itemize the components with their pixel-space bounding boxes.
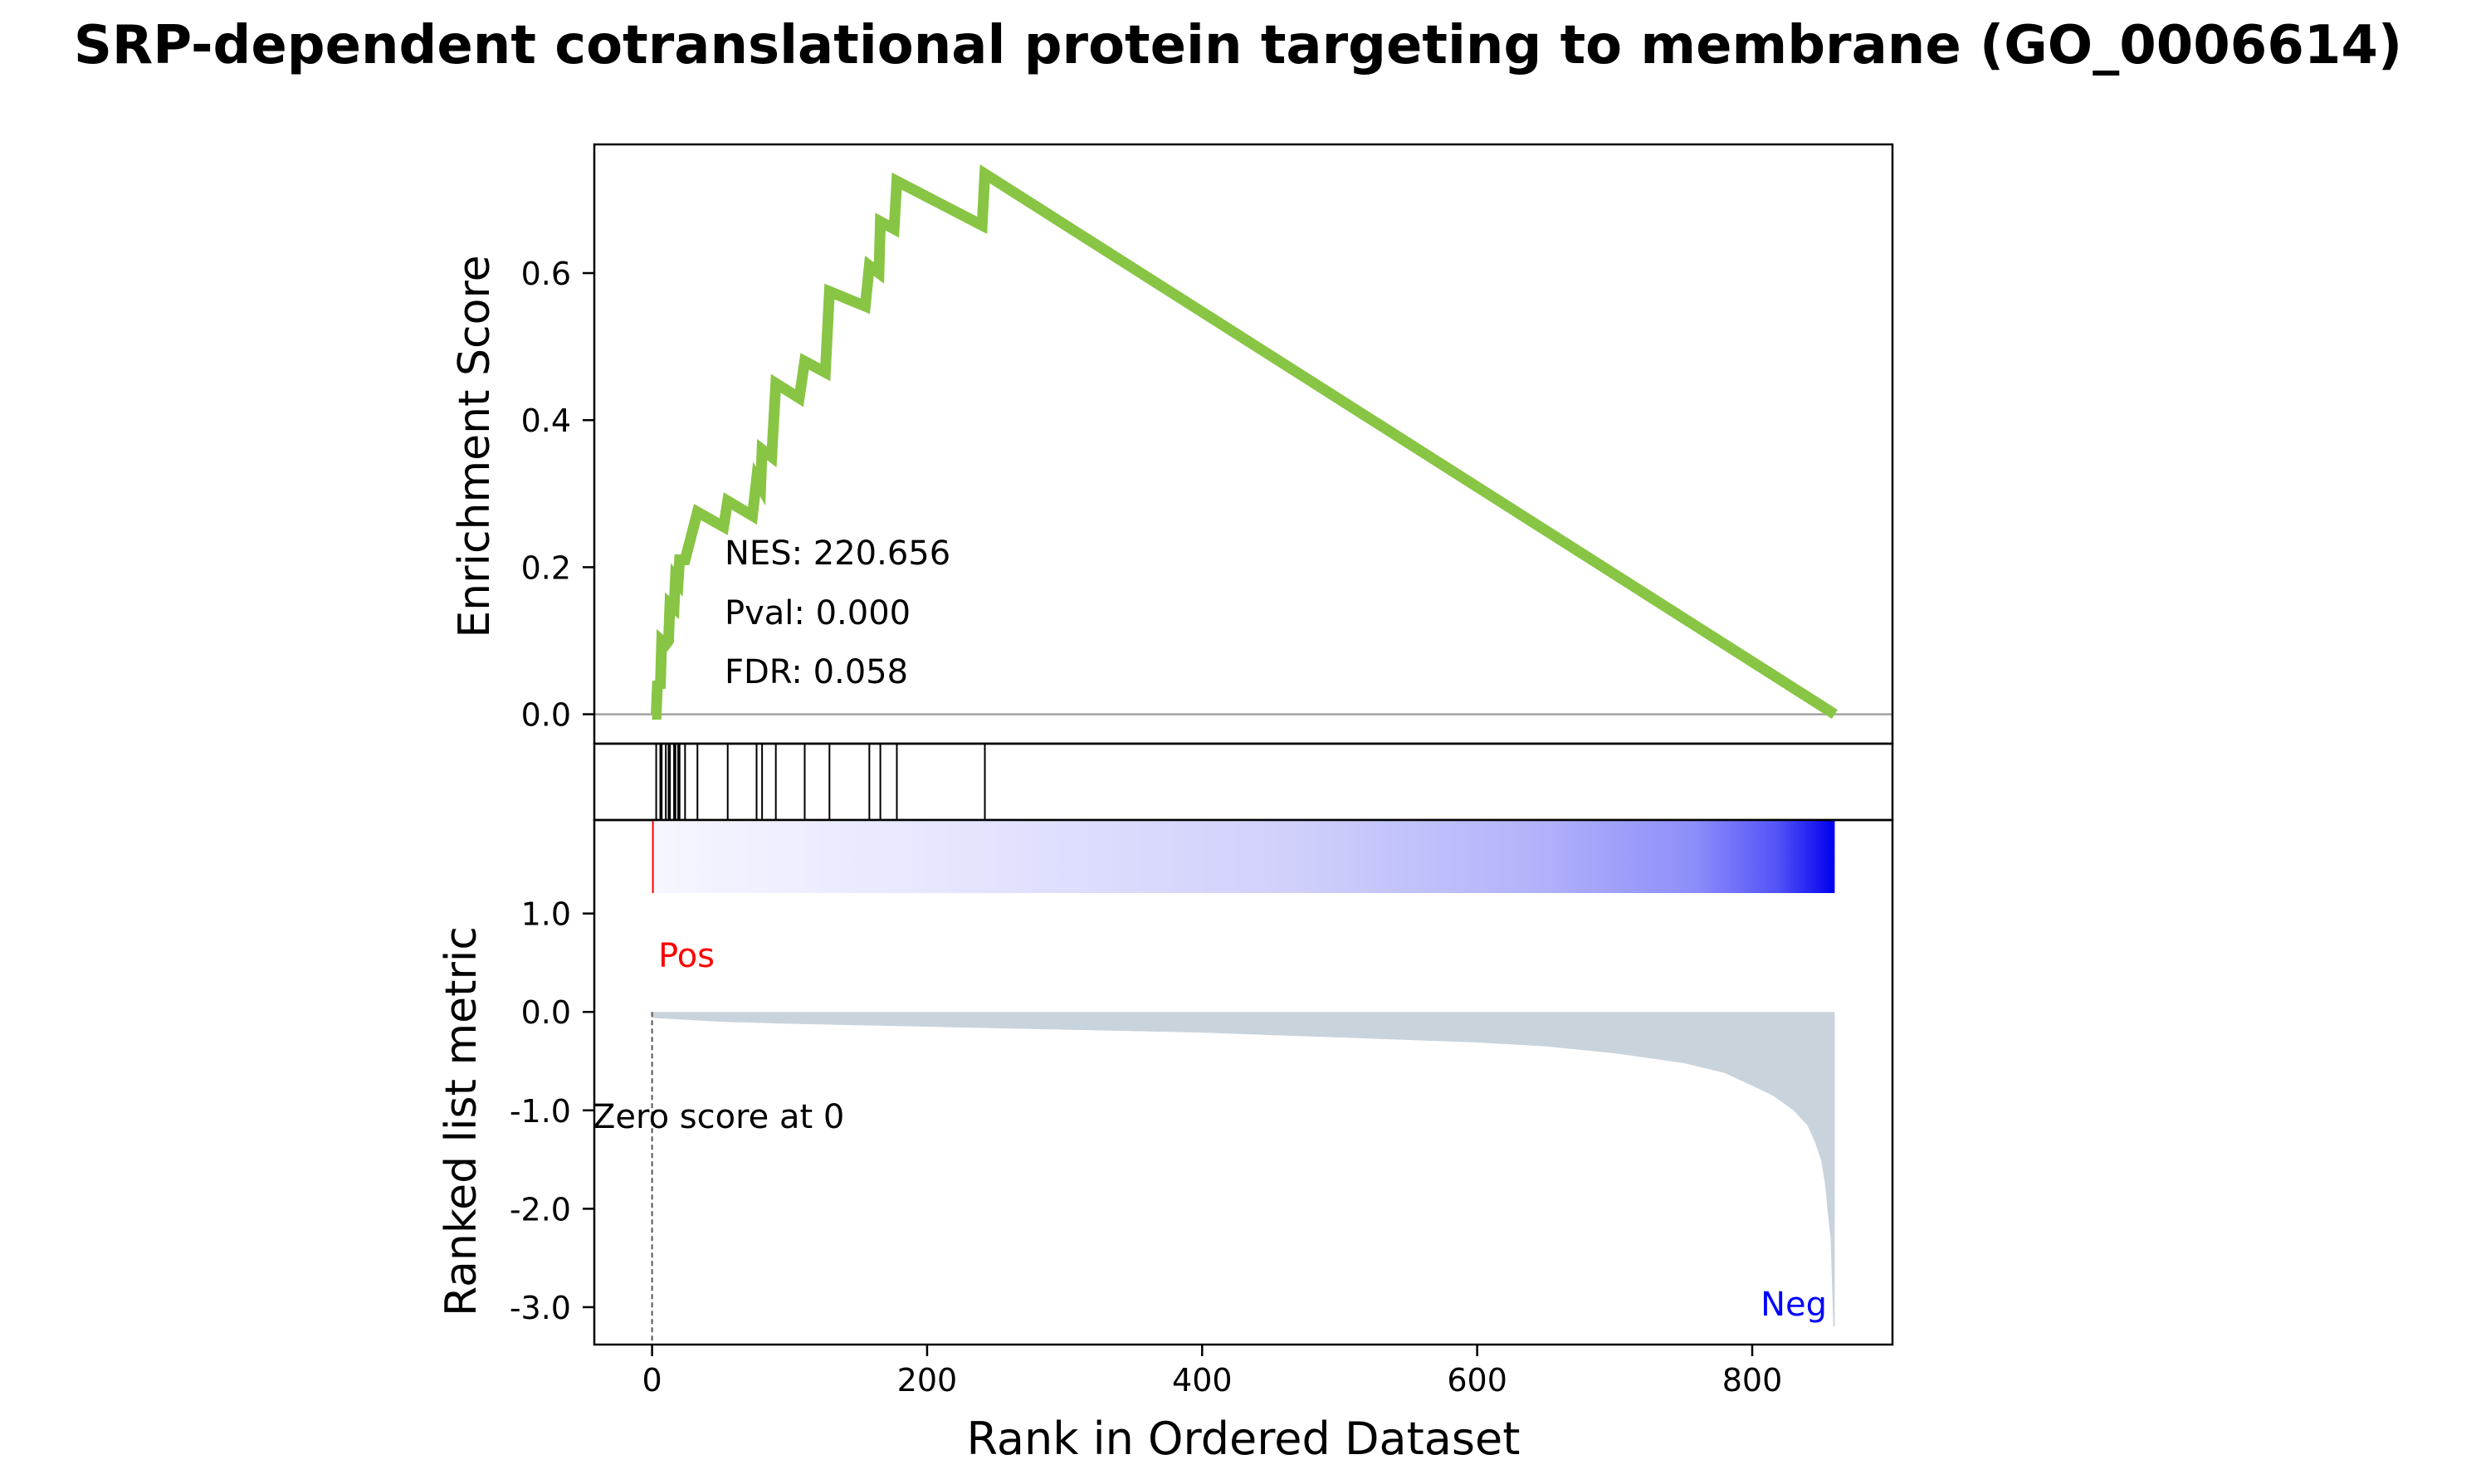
metric-axis-ticks: 1.0 0.0 -1.0 -2.0 -3.0 [510,896,594,1326]
fdr-annotation: FDR: 0.058 [725,653,908,691]
metric-axis-label: Ranked list metric [437,926,486,1316]
nes-annotation: NES: 220.656 [725,535,950,573]
hit-lines [655,744,986,820]
x-tick-label: 0 [642,1362,662,1399]
neg-label: Neg [1761,1286,1827,1324]
chart-title: SRP-dependent cotranslational protein ta… [73,15,2403,76]
enrichment-score-panel: 0.0 0.2 0.4 0.6 Enrichment Score NES: 220.6… [450,143,1894,745]
zero-score-label: Zero score at 0 [593,1098,844,1136]
metric-tick-label: -2.0 [510,1191,571,1228]
pos-label: Pos [658,937,715,975]
x-axis-ticks: 0 200 400 600 800 [642,1345,1782,1399]
metric-tick-label: 0.0 [521,994,571,1031]
metric-tick-label: 1.0 [521,896,571,933]
metric-heatmap-bar [652,820,1835,893]
es-axis-label: Enrichment Score [450,255,500,637]
es-tick-label: 0.2 [521,549,571,586]
metric-tick-label: -1.0 [510,1093,571,1130]
metric-panel-frame [593,818,1894,1346]
x-tick-label: 800 [1722,1362,1783,1399]
es-tick-label: 0.4 [521,403,571,439]
es-tick-label: 0.6 [521,256,571,292]
ranked-metric-area [652,1012,1835,1327]
ranked-metric-panel: 1.0 0.0 -1.0 -2.0 -3.0 Pos Neg Zero score at… [437,818,1894,1346]
hits-panel-frame [593,742,1894,822]
running-enrichment-line [651,164,1838,720]
es-axis-ticks: 0.0 0.2 0.4 0.6 [521,256,594,734]
gene-hits-panel [593,742,1894,822]
metric-tick-label: -3.0 [510,1290,571,1326]
es-tick-label: 0.0 [521,697,571,734]
pval-annotation: Pval: 0.000 [725,594,911,632]
x-axis-label: Rank in Ordered Dataset [967,1413,1521,1465]
x-tick-label: 400 [1172,1362,1233,1399]
x-tick-label: 200 [897,1362,958,1399]
x-tick-label: 600 [1447,1362,1507,1399]
